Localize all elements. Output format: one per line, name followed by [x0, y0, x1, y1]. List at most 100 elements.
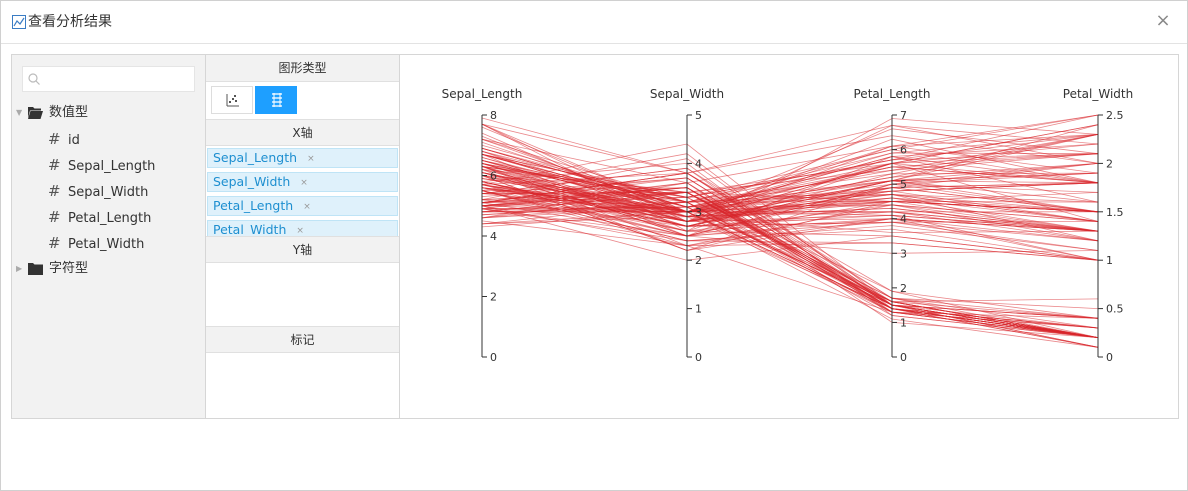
data-line [481, 192, 1099, 237]
x-axis-drop-zone[interactable]: Sepal_Length × Sepal_Width × Petal_Length ×… [206, 146, 399, 238]
data-line [481, 134, 1099, 193]
tree-item-petal-width[interactable]: # Petal_Width [48, 231, 144, 255]
tick-label: 0 [695, 351, 702, 364]
tick-label: 6 [490, 170, 497, 183]
tick-label: 3 [900, 247, 907, 260]
tree-group-numeric[interactable]: ▼ 数值型 [12, 101, 205, 125]
tree-item-label: Petal_Length [68, 211, 152, 226]
tree-item-label: Petal_Width [68, 237, 145, 252]
data-line [481, 126, 1099, 213]
data-line [481, 172, 1099, 338]
data-line [481, 202, 1099, 254]
tick-label: 4 [695, 157, 702, 170]
folder-open-icon [28, 107, 43, 119]
tree-item-sepal-length[interactable]: # Sepal_Length [48, 153, 155, 177]
axis-title: Sepal_Length [442, 87, 523, 101]
tick-label: 6 [900, 144, 907, 157]
data-line [481, 157, 1099, 222]
data-line [481, 143, 1099, 222]
field-panel: ▼ 数值型 # id # Sepal_Length # Sepal_Width # Pe… [12, 55, 206, 418]
data-line [481, 169, 1099, 232]
tree-item-label: Sepal_Length [68, 159, 156, 174]
tick-label: 2 [695, 254, 702, 267]
tick-label: 0 [900, 351, 907, 364]
parallel-coordinates-chart: Sepal_Length02468Sepal_Width012345Petal_… [442, 87, 1134, 364]
marks-header: 标记 [206, 326, 399, 353]
x-axis-chip-petal-length[interactable]: Petal_Length × [207, 196, 398, 216]
tick-label: 5 [900, 178, 907, 191]
search-input[interactable] [45, 70, 194, 90]
tree-item-sepal-width[interactable]: # Sepal_Width [48, 179, 148, 203]
tree-group-string[interactable]: ▶ 字符型 [12, 257, 205, 281]
data-line [481, 172, 1099, 227]
data-line [481, 175, 1099, 213]
data-line [481, 162, 1099, 232]
data-lines [481, 114, 1099, 348]
chip-label: Sepal_Length [213, 150, 298, 165]
chart-type-selector [206, 82, 399, 119]
tree-group-label: 数值型 [49, 105, 89, 120]
tick-label: 4 [900, 213, 907, 226]
workspace: ▼ 数值型 # id # Sepal_Length # Sepal_Width # Pe… [11, 54, 1179, 419]
axis-title: Petal_Width [1063, 87, 1133, 101]
tick-label: 2.5 [1106, 109, 1124, 122]
chip-label: Petal_Width [213, 222, 287, 237]
y-axis-drop-zone[interactable] [206, 263, 399, 326]
tick-label: 8 [490, 109, 497, 122]
data-line [481, 134, 1099, 208]
number-type-icon: # [48, 208, 61, 226]
tick-label: 5 [695, 109, 702, 122]
data-line [481, 160, 1099, 213]
chevron-right-icon[interactable]: ▶ [16, 264, 23, 273]
scatter-chart-button[interactable] [211, 86, 253, 114]
marks-drop-zone[interactable] [206, 353, 399, 418]
scatter-chart-icon [226, 94, 239, 107]
chip-label: Sepal_Width [213, 174, 291, 189]
close-icon[interactable]: × [1155, 10, 1171, 31]
chart-type-header: 图形类型 [206, 55, 399, 82]
tick-label: 1.5 [1106, 206, 1124, 219]
tree-item-label: id [68, 133, 80, 148]
data-line [481, 166, 1099, 237]
number-type-icon: # [48, 130, 61, 148]
chip-label: Petal_Length [213, 198, 294, 213]
chevron-down-icon[interactable]: ▼ [16, 108, 23, 117]
data-line [481, 163, 1099, 222]
axis-title: Petal_Length [854, 87, 931, 101]
dialog-titlebar: 查看分析结果 × [1, 1, 1187, 44]
remove-icon[interactable]: × [303, 202, 311, 212]
tick-label: 0 [490, 351, 497, 364]
tree-item-id[interactable]: # id [48, 127, 80, 151]
data-line [481, 181, 1099, 242]
x-axis-chip-sepal-width[interactable]: Sepal_Width × [207, 172, 398, 192]
data-line [481, 190, 1099, 261]
data-line [481, 114, 1099, 184]
tree-item-petal-length[interactable]: # Petal_Length [48, 205, 151, 229]
x-axis-chip-sepal-length[interactable]: Sepal_Length × [207, 148, 398, 168]
remove-icon[interactable]: × [307, 154, 315, 164]
tick-label: 0 [1106, 351, 1113, 364]
x-axis-header: X轴 [206, 119, 399, 146]
tick-label: 7 [900, 109, 907, 122]
folder-icon [28, 263, 43, 275]
tree-item-label: Sepal_Width [68, 185, 149, 200]
remove-icon[interactable]: × [300, 178, 308, 188]
data-line [481, 184, 1099, 232]
tick-label: 3 [695, 206, 702, 219]
field-search[interactable] [22, 66, 195, 92]
number-type-icon: # [48, 156, 61, 174]
data-line [481, 117, 1099, 174]
tick-label: 2 [490, 291, 497, 304]
number-type-icon: # [48, 234, 61, 252]
tick-label: 1 [900, 316, 907, 329]
data-line [481, 114, 1099, 198]
data-line [481, 178, 1099, 213]
data-line [481, 220, 1099, 329]
parallel-coordinates-icon [272, 93, 282, 107]
parallel-chart-button[interactable] [255, 86, 297, 114]
chart-config-panel: 图形类型 [206, 55, 400, 418]
axis-sepal-width: Sepal_Width 0 1 2 3 4 5 [650, 87, 724, 364]
chart-area: Sepal_Length 0 2 4 6 8 Sepal_Width 0 1 2 3 4 5 Petal_… [400, 55, 1178, 418]
remove-icon[interactable]: × [296, 226, 304, 236]
x-axis-chip-petal-width[interactable]: Petal_Width × [207, 220, 398, 238]
